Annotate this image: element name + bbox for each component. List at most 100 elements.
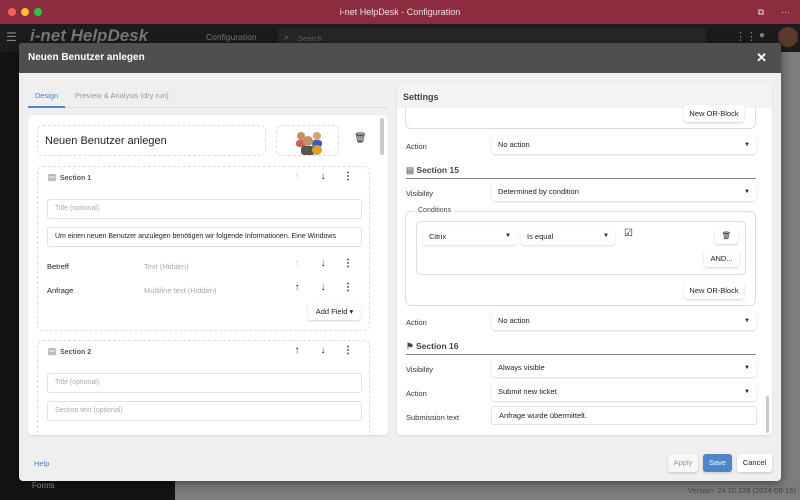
search-placeholder: Search	[298, 34, 322, 43]
new-or-block-button[interactable]: New OR-Block	[684, 282, 744, 299]
visibility-label: Visibility	[406, 189, 433, 198]
save-button[interactable]: Save	[703, 454, 732, 472]
condition-operator-select[interactable]: Is equal ▼	[521, 228, 615, 245]
window-titlebar: i-net HelpDesk - Configuration ⧉ ···	[0, 0, 800, 24]
section-name: Section 2	[60, 349, 92, 356]
users-gear-icon	[296, 132, 322, 155]
select-value: No action	[498, 140, 530, 149]
minimize-window-button[interactable]	[21, 8, 29, 16]
and-button[interactable]: AND...	[704, 250, 739, 267]
conditions-box: Conditions Citrix ▼ Is equal ▼ ☑ 🗑 AND... …	[405, 207, 756, 306]
form-title-field[interactable]: Neuen Benutzer anlegen	[37, 125, 266, 156]
action-select[interactable]: No action ▼	[492, 312, 756, 330]
select-value: Always visible	[498, 363, 545, 372]
select-value: Citrix	[429, 232, 447, 241]
move-up-icon[interactable]: ↑	[294, 345, 300, 356]
field-label: Anfrage	[47, 286, 74, 295]
avatar[interactable]	[778, 27, 798, 47]
apps-grid-icon[interactable]: ⋮⋮	[735, 31, 757, 43]
visibility-select[interactable]: Determined by condition ▼	[492, 183, 756, 201]
condition-value-checkbox[interactable]: ☑	[624, 228, 633, 239]
add-field-button[interactable]: Add Field ▾	[308, 303, 361, 320]
move-down-icon[interactable]: ↓	[320, 171, 326, 182]
move-down-icon[interactable]: ↓	[320, 345, 326, 356]
section-2: ▤ Section 2 ↑ ↓ ⋮ Title (optional) Secti…	[37, 340, 370, 435]
conditions-label: Conditions	[415, 207, 455, 214]
more-vertical-icon[interactable]: ⋮	[343, 171, 353, 182]
action-select[interactable]: Submit new ticket ▼	[492, 383, 756, 401]
maximize-window-button[interactable]	[34, 8, 42, 16]
move-up-icon[interactable]: ↑	[294, 258, 300, 269]
section-icon: ▤	[47, 346, 57, 356]
settings-title: Settings	[397, 83, 772, 108]
action-label: Action	[406, 318, 427, 327]
visibility-select[interactable]: Always visible ▼	[492, 359, 756, 377]
section-name: Section 16	[415, 341, 459, 351]
close-window-button[interactable]	[8, 8, 16, 16]
sidebar-item-forms[interactable]: Forms	[32, 481, 55, 490]
action-label: Action	[406, 389, 427, 398]
scrollbar[interactable]	[766, 396, 769, 433]
caret-down-icon: ▼	[744, 365, 750, 371]
more-vertical-icon[interactable]: ⋮	[343, 258, 353, 269]
select-value: No action	[498, 316, 530, 325]
caret-down-icon: ▼	[744, 318, 750, 324]
section-name: Section 1	[60, 175, 92, 182]
field-type: Multiline text (Hidden)	[144, 286, 217, 295]
section-icon: ▤	[406, 165, 417, 175]
design-panel: Neuen Benutzer anlegen 🗑 ▤ Section 1 ↑ ↓…	[28, 115, 388, 435]
flag-icon: ⚑	[406, 341, 416, 351]
submission-text-input[interactable]: Anfrage wurde übermittelt.	[491, 406, 757, 425]
conditions-box: New OR-Block	[405, 105, 756, 129]
tab-preview[interactable]: Preview & Analysis (dry run)	[75, 91, 169, 100]
new-or-block-button[interactable]: New OR-Block	[684, 105, 744, 122]
delete-form-icon[interactable]: 🗑	[354, 133, 367, 144]
section-text-input[interactable]: Um einen neuen Benutzer anzulegen benöti…	[47, 227, 362, 247]
section-title-input[interactable]: Title (optional)	[47, 373, 362, 393]
form-icon-picker[interactable]	[276, 125, 339, 156]
section-icon: ▤	[47, 172, 57, 182]
apply-button[interactable]: Apply	[668, 454, 698, 472]
visibility-label: Visibility	[406, 365, 433, 374]
condition-field-select[interactable]: Citrix ▼	[423, 228, 517, 245]
field-type: Text (Hidden)	[144, 262, 189, 271]
app-section: Configuration	[206, 32, 257, 42]
dialog-title: Neuen Benutzer anlegen	[28, 52, 145, 63]
app-logo: i-net HelpDesk	[30, 26, 149, 45]
more-vertical-icon[interactable]: ⋮	[343, 282, 353, 293]
caret-down-icon: ▼	[603, 233, 609, 239]
tab-design[interactable]: Design	[28, 88, 65, 108]
window-title: i-net HelpDesk - Configuration	[339, 7, 461, 17]
cancel-button[interactable]: Cancel	[737, 454, 772, 472]
action-select[interactable]: No action ▼	[492, 136, 756, 154]
field-label: Betreff	[47, 262, 69, 271]
caret-down-icon: ▼	[744, 142, 750, 148]
delete-condition-button[interactable]: 🗑	[715, 227, 738, 244]
more-icon[interactable]: ···	[781, 7, 790, 17]
section-16-header: ⚑ Section 16	[406, 341, 756, 355]
caret-down-icon: ▼	[744, 389, 750, 395]
move-down-icon[interactable]: ↓	[320, 282, 326, 293]
section-title-input[interactable]: Title (optional)	[47, 199, 362, 219]
section-1: ▤ Section 1 ↑ ↓ ⋮ Title (optional) Um ei…	[37, 166, 370, 331]
tab-bar: Design Preview & Analysis (dry run)	[28, 88, 388, 108]
move-up-icon[interactable]: ↑	[294, 282, 300, 293]
share-icon[interactable]: ⧉	[757, 7, 764, 17]
scrollbar[interactable]	[380, 118, 384, 155]
section-name: Section 15	[416, 165, 459, 175]
help-link[interactable]: Help	[34, 459, 50, 468]
menu-icon[interactable]: ☰	[6, 30, 17, 44]
more-vertical-icon[interactable]: ⋮	[343, 345, 353, 356]
select-value: Is equal	[527, 232, 554, 241]
add-field-label: Add Field	[315, 307, 348, 316]
or-block: Citrix ▼ Is equal ▼ ☑ 🗑 AND...	[416, 221, 746, 275]
close-icon[interactable]: ✕	[756, 50, 767, 65]
select-value: Determined by condition	[498, 187, 579, 196]
select-value: Submit new ticket	[498, 387, 557, 396]
action-label: Action	[406, 142, 427, 151]
move-up-icon[interactable]: ↑	[294, 171, 300, 182]
move-down-icon[interactable]: ↓	[320, 258, 326, 269]
section-text-input[interactable]: Section text (optional)	[47, 401, 362, 421]
bell-icon[interactable]: ●	[759, 30, 766, 41]
version-text: Version: 24.10.128 (2024-08-15)	[688, 486, 796, 495]
